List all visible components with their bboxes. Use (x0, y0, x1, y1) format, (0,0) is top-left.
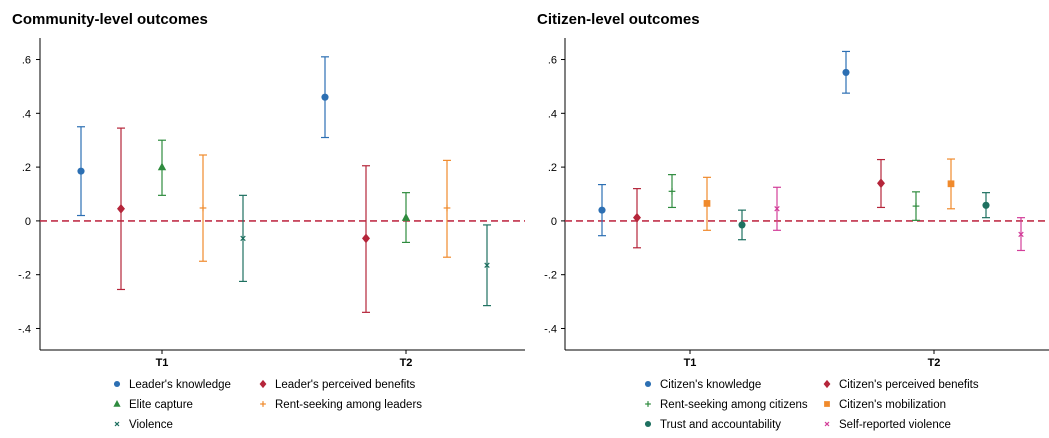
series-rent-seeking-among-citizens (668, 174, 920, 221)
legend-marker (114, 421, 120, 427)
series-citizen-s-mobilization (703, 158, 955, 231)
data-point (117, 203, 125, 214)
series-leader-s-knowledge (77, 56, 329, 217)
legend-label: Leader's knowledge (129, 379, 231, 391)
legend-marker (824, 401, 830, 407)
legend-label: Citizen's knowledge (660, 379, 761, 391)
legend: Leader's knowledge Leader's perceived ben… (113, 379, 422, 431)
legend-label: Rent-seeking among leaders (275, 399, 422, 411)
data-point (738, 221, 746, 229)
data-point (774, 206, 780, 212)
legend-marker (644, 380, 652, 388)
y-tick-label: .4 (548, 108, 557, 120)
legend-item: Violence (114, 419, 173, 431)
y-tick-label: -.4 (18, 323, 31, 335)
legend-marker (113, 380, 121, 388)
data-point (947, 180, 955, 188)
series-elite-capture (157, 139, 411, 244)
data-point (982, 201, 990, 209)
data-point (77, 167, 85, 175)
data-point (362, 233, 370, 244)
legend-item: Rent-seeking among citizens (645, 399, 808, 411)
legend-item: Leader's knowledge (113, 379, 231, 391)
y-tick-label: -.2 (18, 270, 31, 282)
legend-marker (823, 379, 831, 389)
legend-label: Rent-seeking among citizens (660, 399, 808, 411)
data-point (484, 262, 490, 269)
legend-item: Citizen's knowledge (644, 379, 761, 391)
series-rent-seeking-among-leaders (199, 154, 451, 262)
series-self-reported-violence (773, 186, 1025, 252)
data-point (199, 204, 207, 212)
legend-marker (113, 400, 121, 407)
y-tick-label: .2 (548, 162, 557, 174)
y-tick-label: .4 (22, 108, 31, 120)
legend-label: Citizen's perceived benefits (839, 379, 979, 391)
legend-label: Trust and accountability (660, 419, 781, 431)
y-tick-label: .6 (548, 55, 557, 67)
legend: Citizen's knowledge Citizen's perceived … (644, 379, 979, 431)
data-point (633, 212, 641, 223)
data-point (703, 200, 711, 207)
data-point (668, 187, 676, 195)
legend-marker (259, 379, 267, 389)
legend-item: Citizen's perceived benefits (823, 379, 979, 391)
data-point (842, 68, 850, 76)
series-violence (239, 194, 491, 307)
series-leader-s-perceived-benefits (117, 127, 370, 313)
y-tick-label: .6 (22, 55, 31, 67)
data-point (877, 178, 885, 189)
y-tick-label: 0 (551, 216, 557, 228)
data-point (598, 206, 606, 214)
data-point (1018, 231, 1024, 238)
legend-label: Leader's perceived benefits (275, 379, 416, 391)
x-tick-label: T1 (684, 357, 697, 369)
legend-marker (260, 401, 266, 407)
citizen-level-panel: Citizen-level outcomes -.4 -.2 0 .2 .4 .6 T1 T2 C… (537, 11, 1049, 431)
chart-title: Citizen-level outcomes (537, 11, 700, 28)
legend-item: Self-reported violence (824, 419, 951, 431)
legend-item: Leader's perceived benefits (259, 379, 416, 391)
series-citizen-s-knowledge (598, 50, 850, 237)
legend-item: Rent-seeking among leaders (260, 399, 422, 411)
data-point (157, 162, 167, 171)
legend-marker (644, 420, 652, 428)
legend-label: Citizen's mobilization (839, 399, 946, 411)
community-level-panel: Community-level outcomes -.4 -.2 0 .2 .4 .6 T1 T… (12, 11, 525, 431)
legend-marker (645, 401, 651, 407)
x-tick-label: T1 (156, 357, 169, 369)
legend-marker (824, 421, 830, 427)
y-tick-label: .2 (22, 162, 31, 174)
legend-item: Citizen's mobilization (824, 399, 946, 411)
legend-item: Elite capture (113, 399, 193, 411)
series-trust-and-accountability (738, 192, 990, 241)
data-point (321, 93, 329, 101)
legend-item: Trust and accountability (644, 419, 781, 431)
y-tick-label: -.4 (544, 323, 557, 335)
data-point (401, 213, 411, 221)
series-citizen-s-perceived-benefits (633, 158, 885, 249)
legend-label: Elite capture (129, 399, 193, 411)
data-point (443, 204, 451, 212)
legend-label: Self-reported violence (839, 419, 951, 431)
legend-label: Violence (129, 419, 173, 431)
data-point (912, 202, 920, 210)
y-tick-label: -.2 (544, 270, 557, 282)
y-tick-label: 0 (25, 216, 31, 228)
x-tick-label: T2 (928, 357, 941, 369)
x-tick-label: T2 (400, 357, 413, 369)
chart-title: Community-level outcomes (12, 11, 208, 28)
data-point (240, 235, 246, 242)
